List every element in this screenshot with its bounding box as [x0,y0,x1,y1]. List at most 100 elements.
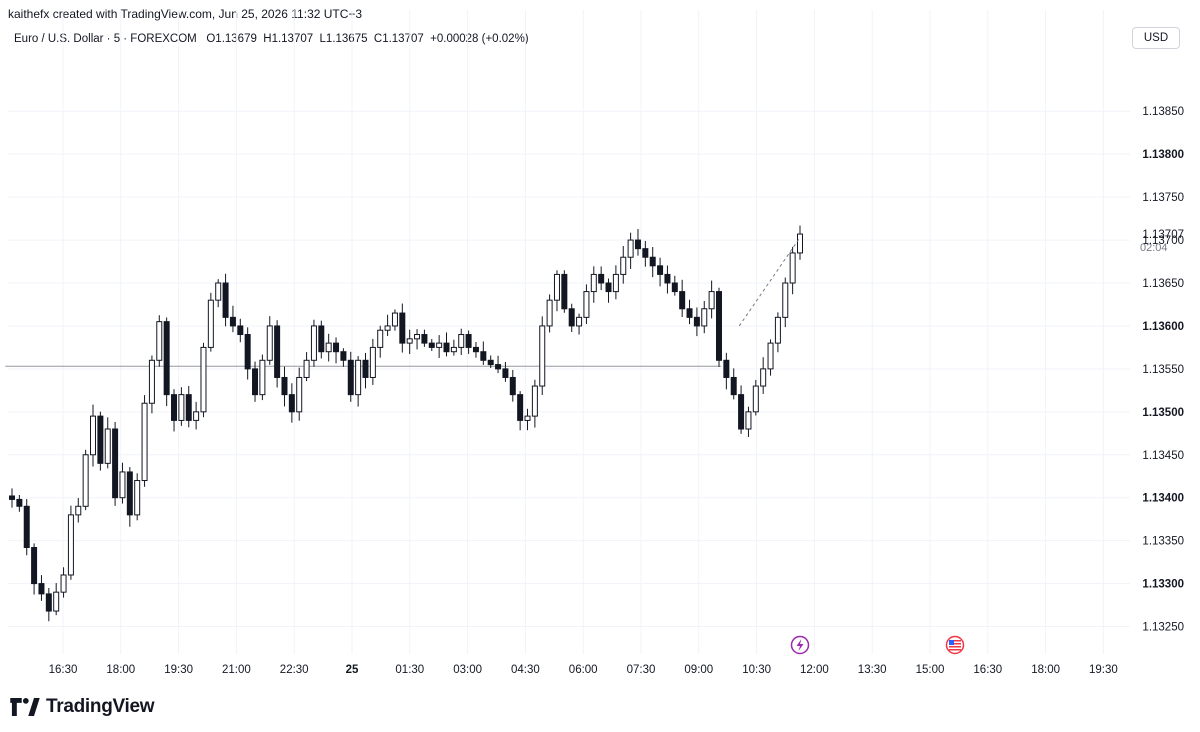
time-tick-label: 01:30 [395,664,424,676]
candle [391,309,398,331]
candle [252,361,259,402]
candle-body-up [590,273,597,293]
candle-body-down [185,394,192,421]
candle-body-up [745,411,752,430]
flag-canton [949,640,954,645]
candle [193,401,200,430]
candle-body-down [9,495,15,500]
price-tick-label: 1.13700 [1142,235,1184,247]
candle [31,543,38,595]
flag-stripe [949,646,961,648]
candle-body-down [509,376,516,396]
brand-name: TradingView [46,696,155,717]
candle-body-up [134,480,141,516]
candle-body-up [215,282,222,301]
candle [627,232,634,269]
time-tick-label: 16:30 [49,664,78,676]
candle [215,279,222,308]
candle-body-up [708,291,715,310]
candle-body-down [16,498,23,507]
price-tick-label: 1.13400 [1142,493,1184,505]
flag-stripe [949,640,961,642]
candle-body-up [406,338,413,344]
candles [9,225,803,622]
candle [590,266,597,303]
candle-body-down [428,342,435,348]
candle [237,318,244,343]
candle-body-down [738,394,745,430]
candle-body-up [789,252,796,284]
candle-body-up [553,273,560,301]
candle-body-down [495,364,502,370]
candle-body-down [171,394,178,421]
candle [200,342,207,418]
candle-body-up [539,325,546,387]
candle [723,352,730,390]
candle-body-down [723,359,730,378]
candle-body-up [104,428,111,464]
candle-body-down [31,547,38,585]
symbol-name[interactable]: Euro / U.S. Dollar · 5 · FOREXCOM [14,33,197,45]
time-tick-label: 09:00 [684,664,713,676]
attribution: kaithefx created with TradingView.com, J… [8,7,363,21]
candle [141,395,148,487]
candle-body-down [642,248,649,258]
price-chart[interactable]: 1.13850 1.13800 1.13750 1.13700 1.13650 1.136… [0,0,1200,690]
candle-body-down [598,273,605,284]
candle-body-up [369,346,376,378]
candle-body-up [391,312,398,327]
currency-button[interactable]: USD [1132,27,1180,49]
candle [782,277,789,328]
time-tick-label: 19:30 [1089,664,1118,676]
candle-body-up [148,359,155,404]
high-value: H1.13707 [263,33,314,45]
candle-body-down [517,394,524,421]
last-price-label: 1.13707 [1142,229,1184,241]
candle [428,338,435,352]
candle [686,299,693,325]
candle-body-up [701,308,708,327]
candle [487,355,494,369]
candle [436,335,443,358]
candle-body-up [156,321,163,361]
time-tick-label: 12:00 [800,664,829,676]
time-tick-label: 19:30 [164,664,193,676]
candle [612,265,619,300]
us-flag-icon[interactable] [945,635,965,655]
candle [495,355,502,374]
candle-body-down [163,321,170,396]
candle-body-down [340,351,347,361]
candle [229,305,236,333]
candle-body-up [774,316,781,344]
price-tick-label: 1.13650 [1142,278,1184,290]
tradingview-brand[interactable]: TradingView [10,696,155,718]
change-value: +0.00028 (+0.02%) [430,33,529,45]
time-tick-label: 13:30 [858,664,887,676]
candle-body-down [421,334,428,344]
price-tick-label: 1.13300 [1142,579,1184,591]
candle-body-up [119,471,126,499]
candle-body-down [657,265,664,275]
candle-body-down [288,394,295,413]
candle [642,240,649,267]
candle-body-up [90,415,97,456]
time-tick-label: 18:00 [106,664,135,676]
lightning-event-icon[interactable] [790,635,810,655]
candle-body-up [752,385,759,413]
candle-body-up [82,454,89,507]
candle [75,498,82,523]
candle [774,312,781,353]
candle [760,357,767,394]
candle [134,473,141,521]
time-tick-label: 07:30 [627,664,656,676]
candle-body-up [546,299,553,327]
candle [730,368,737,400]
candle [45,588,52,622]
candle [450,339,457,356]
candle [90,404,97,467]
bar-countdown-label: 02:04 [1140,242,1168,254]
candle [693,307,700,337]
candle [539,316,546,395]
price-tick-label: 1.13800 [1142,149,1184,161]
candle-body-down [472,346,479,353]
